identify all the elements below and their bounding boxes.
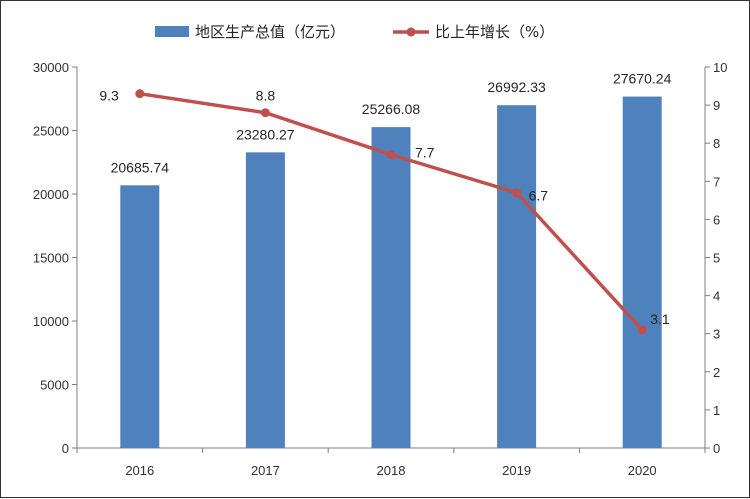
x-tick-label: 2017 [251,463,280,478]
bar-value-label: 23280.27 [236,126,295,142]
y-right-tick-label: 0 [713,441,720,456]
legend: 地区生产总值（亿元） 比上年增长（%） [155,23,554,41]
line-value-label: 3.1 [650,311,670,327]
y-right-tick-label: 3 [713,327,720,342]
growth-point [386,150,396,160]
bar [245,152,285,448]
bar [622,96,662,448]
y-right-tick-label: 1 [713,403,720,418]
y-left-tick-label: 10000 [33,314,69,329]
bar-value-label: 27670.24 [613,71,672,87]
y-right-tick-label: 8 [713,136,720,151]
x-tick-label: 2020 [628,463,657,478]
y-right-tick-label: 4 [713,289,720,304]
y-right-tick-label: 5 [713,251,720,266]
y-left-tick-label: 15000 [33,251,69,266]
y-right-tick-label: 2 [713,365,720,380]
bar [120,185,160,448]
legend-label-growth: 比上年增长（%） [435,23,554,41]
y-right-tick-label: 7 [713,174,720,189]
line-value-label: 7.7 [415,145,435,161]
y-left-tick-label: 5000 [40,378,69,393]
x-tick-label: 2016 [125,463,154,478]
growth-point [135,89,145,99]
legend-swatch-marker [406,27,416,37]
bar-value-label: 25266.08 [362,101,421,117]
x-tick-label: 2018 [377,463,406,478]
legend-swatch-bar [155,26,189,37]
bar-value-label: 20685.74 [111,159,170,175]
bar-value-label: 26992.33 [487,79,546,95]
bar-series [120,96,662,448]
y-left-tick-label: 20000 [33,187,69,202]
x-tick-label: 2019 [502,463,531,478]
bar [497,105,537,448]
y-right-tick-label: 10 [713,60,727,75]
line-value-label: 8.8 [256,88,276,104]
axes: 0 5000 10000 15000 20000 25000 30000 0 1 2 3 4 5 6 7 8 9… [33,60,728,478]
legend-label-gdp: 地区生产总值（亿元） [195,23,345,41]
data-labels: 20685.74 23280.27 25266.08 26992.33 27670.24… [99,71,671,327]
line-value-label: 6.7 [529,188,549,204]
y-right-tick-label: 6 [713,212,720,227]
y-left-tick-label: 25000 [33,124,69,139]
bar [371,127,411,448]
growth-point [512,188,522,198]
y-left-tick-label: 0 [62,441,69,456]
line-value-label: 9.3 [99,88,119,104]
y-left-tick-label: 30000 [33,60,69,75]
line-series [135,89,647,335]
growth-point [637,325,647,335]
y-right-tick-label: 9 [713,98,720,113]
growth-point [260,108,270,118]
